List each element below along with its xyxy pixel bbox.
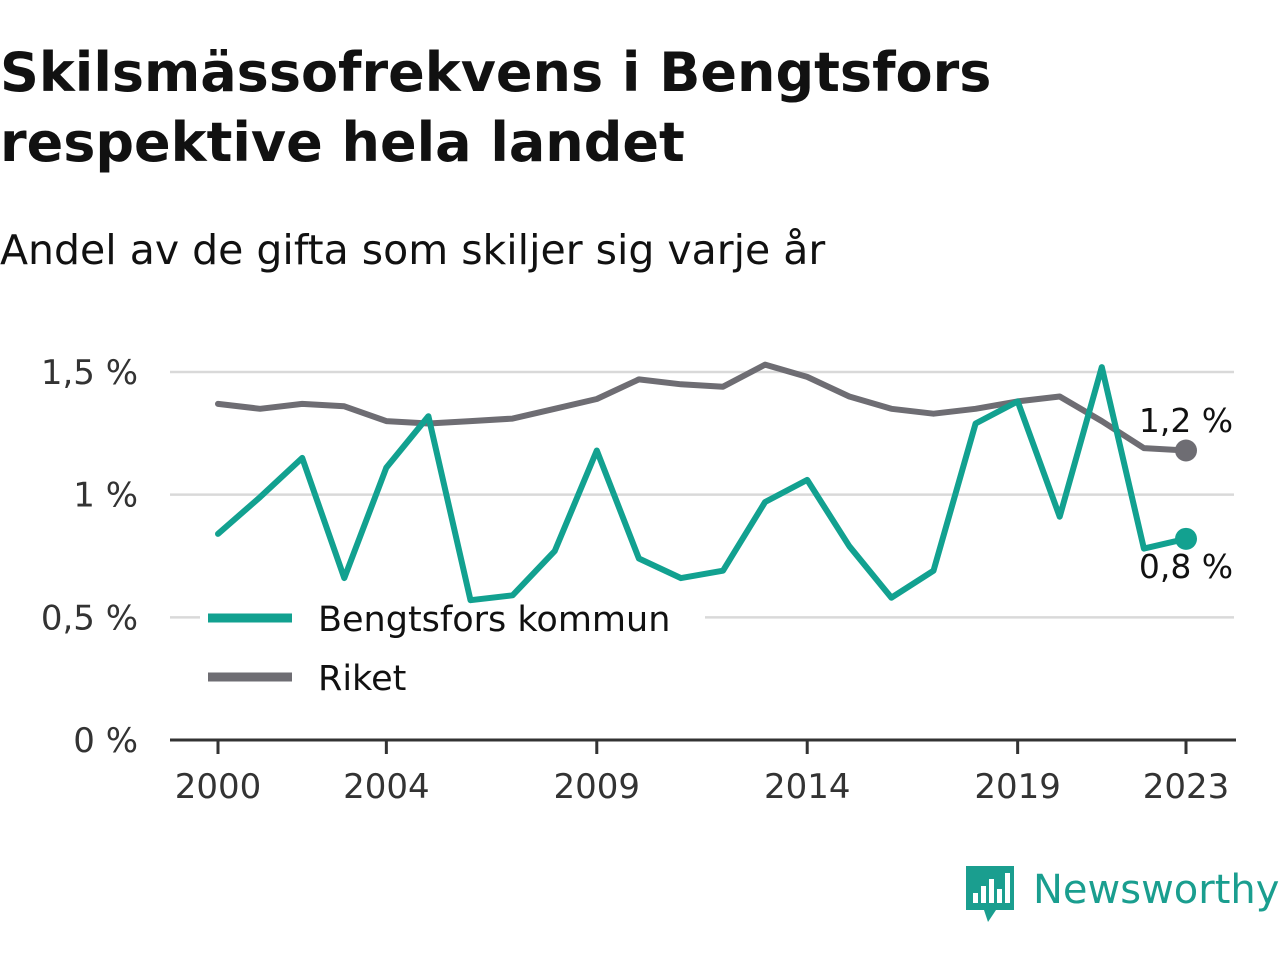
- newsworthy-logo: Newsworthy: [966, 866, 1279, 922]
- end-labels: 1,2 % 0,8 %: [1139, 401, 1233, 586]
- y-tick-label-0: 0 %: [73, 721, 138, 761]
- series-line-bengtsfors: [215, 364, 1189, 604]
- legend-label-riket: Riket: [318, 659, 406, 699]
- y-axis-ticks: 0 % 0,5 % 1 % 1,5 %: [41, 353, 138, 761]
- x-tick-label-1: 2004: [343, 767, 430, 807]
- x-axis-ticks: 2000 2004 2009 2014 2019 2023: [175, 740, 1230, 807]
- y-tick-label-3: 1,5 %: [41, 353, 138, 393]
- legend-background: [200, 590, 705, 715]
- x-tick-label-2: 2009: [554, 767, 641, 807]
- end-point-bengtsfors: [1175, 527, 1197, 550]
- legend-label-bengtsfors: Bengtsfors kommun: [318, 600, 670, 640]
- x-tick-label-5: 2023: [1143, 767, 1230, 807]
- x-tick-label-3: 2014: [764, 767, 851, 807]
- series-lines: [215, 361, 1197, 604]
- chart-title: Skilsmässofrekvens i Bengtsfors respekti…: [0, 41, 992, 174]
- logo-text: Newsworthy: [1033, 867, 1279, 913]
- y-tick-label-2: 1 %: [73, 476, 138, 516]
- x-tick-label-4: 2019: [974, 767, 1061, 807]
- end-point-riket: [1175, 439, 1197, 462]
- grid-lines: [170, 370, 1234, 619]
- series-line-riket: [215, 361, 1189, 454]
- x-tick-label-0: 2000: [175, 767, 262, 807]
- y-tick-label-1: 0,5 %: [41, 598, 138, 638]
- chart-subtitle: Andel av de gifta som skiljer sig varje …: [0, 226, 826, 274]
- legend: Bengtsfors kommun Riket: [200, 590, 705, 715]
- end-label-bengtsfors: 0,8 %: [1139, 547, 1233, 586]
- bar-chart-speech-bubble-icon: [966, 866, 1014, 922]
- end-label-riket: 1,2 %: [1139, 401, 1233, 440]
